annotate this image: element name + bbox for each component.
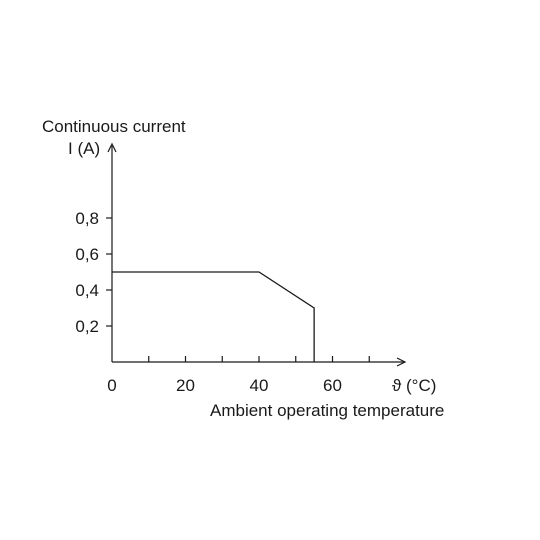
series-line-0 bbox=[112, 271, 315, 362]
y-tick-label-0,2: 0,2 bbox=[75, 317, 99, 336]
y-tick-label-0,6: 0,6 bbox=[75, 245, 99, 264]
y-ticks bbox=[106, 217, 112, 327]
x-tick-label-20: 20 bbox=[176, 376, 195, 395]
y-tick-labels: 0,2 0,4 0,6 0,8 bbox=[75, 209, 99, 336]
y-axis-arrow bbox=[107, 142, 117, 153]
x-axis-unit: ϑ (°C) bbox=[392, 376, 436, 395]
x-tick-label-0: 0 bbox=[107, 376, 116, 395]
y-axis-title: Continuous current bbox=[42, 117, 186, 136]
x-ticks bbox=[148, 356, 370, 362]
x-axis-arrow bbox=[396, 357, 407, 367]
x-tick-label-60: 60 bbox=[323, 376, 342, 395]
x-tick-labels: 0 20 40 60 bbox=[107, 376, 342, 395]
series-group bbox=[112, 271, 315, 362]
y-axis-unit: I (A) bbox=[68, 139, 100, 158]
y-tick-label-0,4: 0,4 bbox=[75, 281, 99, 300]
x-axis-title: Ambient operating temperature bbox=[210, 401, 444, 420]
x-tick-label-40: 40 bbox=[250, 376, 269, 395]
y-tick-label-0,8: 0,8 bbox=[75, 209, 99, 228]
